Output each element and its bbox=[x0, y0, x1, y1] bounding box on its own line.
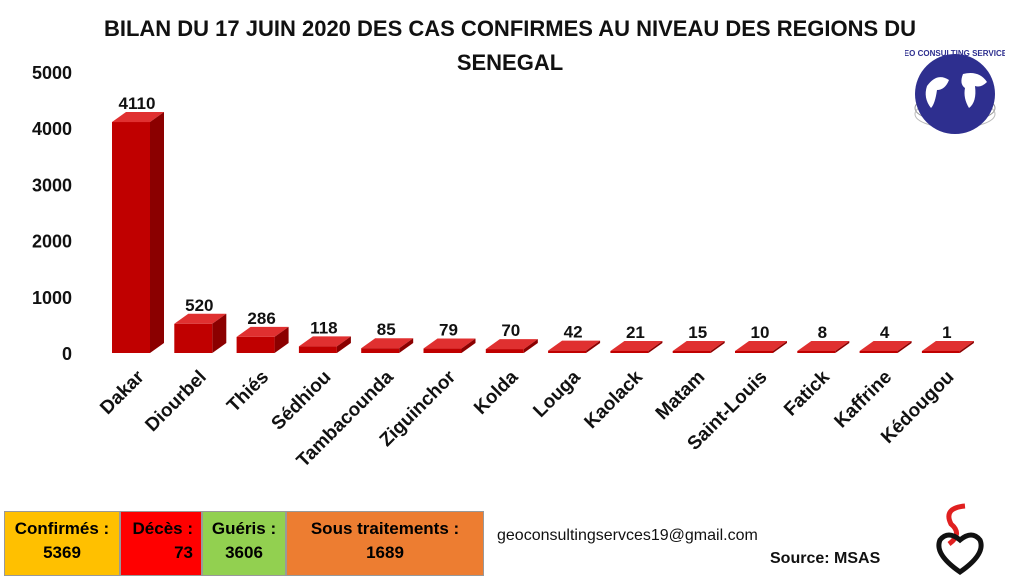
treatment-value: 1689 bbox=[366, 543, 404, 562]
bar-top bbox=[797, 341, 850, 351]
data-label: 21 bbox=[626, 323, 645, 342]
bar-top bbox=[610, 341, 663, 351]
bar bbox=[298, 346, 337, 353]
data-label: 42 bbox=[564, 323, 583, 342]
x-tick-label: Fatick bbox=[780, 366, 834, 420]
bar-top bbox=[735, 341, 787, 351]
bar bbox=[548, 350, 587, 353]
bar bbox=[112, 122, 150, 353]
legend-under-treatment: Sous traitements : 1689 bbox=[286, 511, 484, 576]
bar-top bbox=[236, 326, 289, 337]
bar-top bbox=[672, 341, 725, 351]
bar-side bbox=[959, 341, 974, 353]
bar-side bbox=[710, 341, 725, 353]
bar-side bbox=[835, 341, 850, 353]
confirmed-value: 5369 bbox=[43, 543, 81, 562]
y-tick-label: 0 bbox=[62, 344, 72, 364]
recovered-value: 3606 bbox=[225, 543, 263, 562]
bar-side bbox=[336, 336, 351, 353]
svg-text:GEO CONSULTING SERVICES: GEO CONSULTING SERVICES bbox=[905, 49, 1005, 58]
data-label: 520 bbox=[185, 296, 213, 315]
deaths-value: 73 bbox=[174, 543, 193, 562]
bar-top bbox=[485, 339, 538, 350]
bar-top bbox=[361, 338, 414, 349]
x-tick-label: Matam bbox=[652, 367, 709, 424]
bar bbox=[797, 351, 836, 353]
bar-top bbox=[423, 338, 476, 349]
recovered-label: Guéris : bbox=[211, 519, 277, 538]
data-label: 1 bbox=[942, 323, 951, 342]
bar-side bbox=[897, 341, 912, 353]
y-tick-label: 3000 bbox=[32, 175, 72, 195]
bar-side bbox=[150, 112, 164, 353]
ministry-logo bbox=[936, 503, 984, 576]
bar bbox=[236, 336, 275, 353]
data-label: 8 bbox=[818, 323, 827, 342]
legend-confirmed: Confirmés : 5369 bbox=[4, 511, 120, 576]
treatment-label: Sous traitements : bbox=[310, 519, 460, 538]
bar bbox=[423, 348, 462, 353]
x-tick-label: Kaolack bbox=[581, 366, 648, 433]
bar bbox=[174, 323, 213, 353]
deaths-label: Décès : bbox=[132, 519, 193, 538]
bar-side bbox=[773, 341, 787, 353]
y-tick-label: 4000 bbox=[32, 119, 72, 139]
legend-recovered: Guéris : 3606 bbox=[202, 511, 286, 576]
y-tick-label: 5000 bbox=[32, 63, 72, 83]
x-tick-label: Louga bbox=[529, 366, 584, 421]
bar-side bbox=[648, 341, 663, 353]
bar-top bbox=[921, 341, 974, 351]
data-label: 79 bbox=[439, 321, 458, 340]
bar bbox=[921, 351, 960, 353]
x-tick-label: Kolda bbox=[470, 366, 522, 418]
geo-consulting-logo: GEO CONSULTING SERVICES bbox=[905, 49, 1005, 134]
x-tick-label: Diourbel bbox=[141, 367, 210, 436]
data-label: 4 bbox=[880, 323, 890, 342]
source-note: Source: MSAS bbox=[770, 550, 881, 567]
y-tick-label: 1000 bbox=[32, 288, 72, 308]
data-label: 15 bbox=[688, 323, 707, 342]
bar-side bbox=[523, 339, 538, 353]
data-label: 286 bbox=[247, 309, 275, 328]
bar-top bbox=[174, 313, 227, 324]
bar bbox=[859, 351, 898, 353]
x-tick-label: Thiés bbox=[223, 367, 273, 417]
chart-title: BILAN DU 17 JUIN 2020 DES CAS CONFIRMES … bbox=[103, 16, 917, 75]
data-label: 70 bbox=[501, 321, 520, 340]
bar bbox=[485, 349, 524, 353]
data-label: 118 bbox=[310, 318, 337, 337]
contact-email: geoconsultingservces19@gmail.com bbox=[497, 527, 758, 544]
bar bbox=[610, 351, 649, 353]
bar bbox=[672, 351, 711, 353]
bar-top bbox=[859, 341, 912, 351]
bar-side bbox=[212, 313, 227, 353]
bar bbox=[361, 348, 400, 353]
bar-top bbox=[112, 112, 164, 123]
bar-chart: 0100020003000400050004110Dakar520Diourbe… bbox=[32, 63, 974, 472]
data-label: 4110 bbox=[119, 94, 156, 113]
x-tick-label: Kaffrine bbox=[831, 367, 897, 433]
bar-side bbox=[461, 338, 476, 353]
bar-top bbox=[298, 336, 351, 347]
legend-deaths: Décès : 73 bbox=[120, 511, 202, 576]
bar bbox=[735, 351, 773, 353]
confirmed-label: Confirmés : bbox=[14, 519, 110, 538]
y-tick-label: 2000 bbox=[32, 232, 72, 252]
bar-side bbox=[586, 340, 601, 353]
bar-side bbox=[399, 338, 414, 353]
x-tick-label: Dakar bbox=[96, 366, 149, 419]
data-label: 85 bbox=[377, 320, 396, 339]
data-label: 10 bbox=[751, 323, 770, 342]
bar-side bbox=[274, 326, 289, 353]
bar-top bbox=[548, 340, 601, 351]
